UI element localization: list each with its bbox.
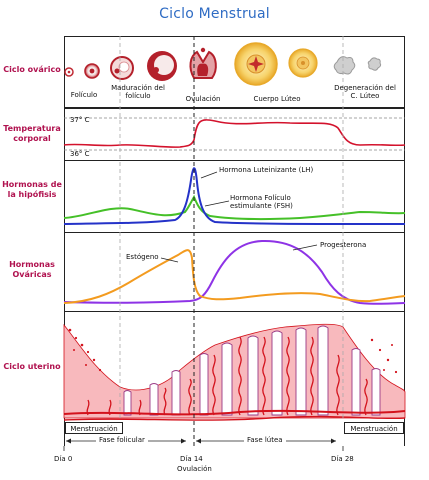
progesterone-label: Progesterona [320, 241, 367, 249]
day-0-label: Día 0 [54, 455, 73, 463]
follicle-icon-small [64, 67, 74, 77]
follicle-icon-growing [110, 56, 134, 80]
menstruation-end-box: Menstruación [344, 422, 404, 434]
row-label-temperature: Temperatura corporal [3, 124, 61, 143]
label-follicle: Folículo [70, 91, 98, 99]
ovulation-icon [189, 47, 217, 79]
corpus-albicans-icon [333, 56, 382, 75]
label-corpus-luteum-degeneration: Degeneración del C. Lúteo [334, 84, 396, 100]
temperature-curve [63, 119, 406, 148]
label-corpus-luteum: Cuerpo Lúteo [253, 95, 301, 103]
corpus-luteum-icon [234, 42, 278, 86]
progesterone-curve [63, 239, 406, 305]
temperature-high-label: 37° C [70, 116, 90, 124]
fsh-curve [63, 194, 406, 221]
follicular-phase-label: Fase folicular [96, 436, 148, 444]
follicle-icon-mature [147, 51, 177, 81]
estrogen-label: Estógeno [126, 253, 159, 261]
fsh-label: Hormona Folículo estimulante (FSH) [230, 194, 293, 210]
panel-pituitary-hormones [64, 160, 405, 233]
temperature-low-label: 36° C [70, 150, 90, 158]
label-follicle-maturation: Maduración del folículo [111, 84, 165, 100]
endometrium-illustration [63, 323, 406, 421]
estrogen-curve [63, 249, 406, 304]
follicle-icon-primary [84, 63, 100, 79]
row-label-uterine-cycle: Ciclo uterino [3, 362, 61, 371]
row-label-ovarian-hormones: Hormonas Ováricas [9, 260, 55, 279]
day-28-label: Día 28 [331, 455, 354, 463]
menstruation-start-box: Menstruación [65, 422, 123, 434]
day-14-label: Día 14 [180, 455, 203, 463]
label-ovulation-stage: Ovulación [185, 95, 221, 103]
row-label-pituitary-hormones: Hormonas de la hipófisis [2, 180, 62, 199]
luteal-phase-label: Fase lútea [244, 436, 286, 444]
corpus-luteum-icon-late [288, 48, 318, 78]
row-label-ovarian-cycle: Ciclo ovárico [3, 65, 61, 74]
lh-label: Hormona Luteinizante (LH) [219, 166, 314, 174]
page-title: Ciclo Menstrual [159, 6, 270, 22]
ovulation-day-label: Ovulación [177, 465, 212, 473]
lh-curve [63, 167, 405, 226]
